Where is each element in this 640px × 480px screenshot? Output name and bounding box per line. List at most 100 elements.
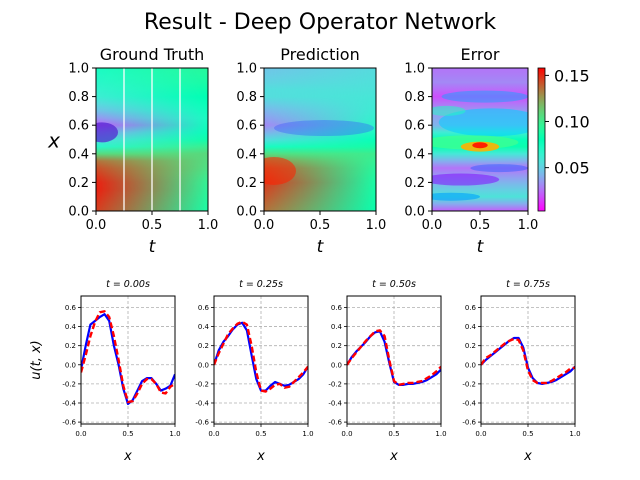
error-streak <box>438 108 528 137</box>
x-tick-label: 0.0 <box>86 218 107 233</box>
error-streak <box>432 173 500 186</box>
slice-title: t = 0.50s <box>372 279 416 290</box>
y-axis-label: x <box>47 129 60 153</box>
x-tick-label: 0.0 <box>75 430 86 438</box>
slice-x-label: x <box>256 449 265 464</box>
error-streak <box>441 90 528 103</box>
slice-title: t = 0.75s <box>506 279 550 290</box>
y-tick-label: 1.0 <box>404 62 425 77</box>
y-tick-label: -0.4 <box>462 399 476 407</box>
heatmap-title: Ground Truth <box>100 45 205 64</box>
heatmap-panel-1: Prediction 0.0 0.5 1.0 0.0 0.2 0.4 0.6 0.8 1.0 t <box>236 45 386 257</box>
slice-y-label: u(t, x) <box>29 340 44 379</box>
y-tick-label: 1.0 <box>68 62 89 77</box>
y-tick-label: -0.6 <box>462 419 476 427</box>
colorbar-bar <box>537 67 546 212</box>
y-tick-label: -0.2 <box>462 380 476 388</box>
slice-frame <box>480 295 576 425</box>
y-tick-label: -0.2 <box>328 380 342 388</box>
y-tick-label: 0.8 <box>404 90 425 105</box>
figure-title: Result - Deep Operator Network <box>144 10 496 35</box>
y-tick-label: 0.0 <box>465 361 476 369</box>
x-tick-label: 0.5 <box>142 218 163 233</box>
y-tick-label: 0.6 <box>198 304 210 312</box>
heatmap-title: Prediction <box>280 45 359 64</box>
x-tick-label: 0.0 <box>208 430 219 438</box>
y-tick-label: -0.2 <box>195 380 209 388</box>
y-tick-label: 0.4 <box>68 147 89 162</box>
x-tick-label: 0.5 <box>122 430 133 438</box>
heatmap-panel-0: Ground Truth 0.0 0.5 1.0 0.0 0.2 0.4 0.6 0.8 1.0 t… <box>47 45 218 257</box>
heatmap-left-overlay <box>264 68 376 211</box>
y-tick-label: 0.8 <box>236 90 257 105</box>
series-line-prediction <box>481 337 575 385</box>
y-tick-label: 0.6 <box>331 304 343 312</box>
y-tick-label: 0.4 <box>331 323 343 331</box>
error-streak <box>432 192 480 201</box>
series-line-prediction <box>347 329 441 387</box>
y-tick-label: 0.2 <box>331 342 342 350</box>
y-tick-label: 0.2 <box>236 176 257 191</box>
x-tick-label: 0.5 <box>470 218 491 233</box>
error-streak <box>470 164 528 173</box>
y-tick-label: -0.4 <box>195 399 209 407</box>
y-tick-label: 0.4 <box>236 147 257 162</box>
y-tick-label: 0.4 <box>404 147 425 162</box>
y-tick-label: -0.6 <box>62 419 76 427</box>
series-line-prediction <box>214 320 308 393</box>
series-line-prediction <box>81 310 175 404</box>
colorbar: 0.05 0.10 0.15 <box>537 66 590 212</box>
slice-title: t = 0.25s <box>239 279 283 290</box>
x-tick-label: 0.0 <box>475 430 486 438</box>
slice-frame <box>213 295 309 425</box>
y-tick-label: 0.8 <box>68 90 89 105</box>
heatmap-field <box>264 68 376 211</box>
slice-x-label: x <box>523 449 532 464</box>
x-axis-label: t <box>317 237 325 257</box>
y-tick-label: 0.6 <box>65 304 77 312</box>
heatmap-field <box>432 68 528 211</box>
y-tick-label: 0.0 <box>331 361 342 369</box>
y-tick-label: 0.0 <box>65 361 76 369</box>
y-tick-label: 0.2 <box>465 342 476 350</box>
slice-panel-2: 0.0 0.5 1.0 0.6 0.4 0.2 0.0 -0.2 -0.4 -0.6 t = 0.5… <box>328 279 446 464</box>
x-tick-label: 0.5 <box>388 430 399 438</box>
y-tick-label: 0.0 <box>68 205 89 220</box>
slice-x-label: x <box>389 449 398 464</box>
heatmap-title: Error <box>461 45 500 64</box>
colorbar-tick-label: 0.15 <box>554 66 590 85</box>
x-tick-label: 1.0 <box>569 430 580 438</box>
y-tick-label: 0.6 <box>68 119 89 134</box>
y-tick-label: 0.0 <box>236 205 257 220</box>
y-tick-label: -0.6 <box>195 419 209 427</box>
y-tick-label: 0.6 <box>465 304 477 312</box>
heatmap-panel-2: Error 0.0 0.5 1.0 0.0 0.2 0.4 0.6 0.8 1.0 t <box>404 45 539 257</box>
x-tick-label: 0.5 <box>310 218 331 233</box>
y-tick-label: 0.0 <box>404 205 425 220</box>
slice-x-label: x <box>123 449 132 464</box>
x-tick-label: 1.0 <box>169 430 180 438</box>
heatmap-panels: Ground Truth 0.0 0.5 1.0 0.0 0.2 0.4 0.6 0.8 1.0 t… <box>47 45 539 257</box>
y-tick-label: -0.4 <box>328 399 342 407</box>
y-tick-label: 0.4 <box>465 323 477 331</box>
x-tick-label: 0.0 <box>254 218 275 233</box>
y-tick-label: 0.0 <box>198 361 209 369</box>
x-tick-label: 1.0 <box>302 430 313 438</box>
x-tick-label: 0.0 <box>422 218 443 233</box>
x-axis-label: t <box>149 237 157 257</box>
x-tick-label: 0.5 <box>522 430 533 438</box>
error-streak <box>472 142 488 149</box>
x-tick-label: 1.0 <box>366 218 387 233</box>
x-tick-label: 0.0 <box>341 430 352 438</box>
x-tick-label: 1.0 <box>518 218 539 233</box>
y-tick-label: -0.2 <box>62 380 76 388</box>
y-tick-label: 0.4 <box>198 323 210 331</box>
heatmap-high-spot <box>264 156 296 185</box>
x-tick-label: 0.5 <box>255 430 266 438</box>
colorbar-tick-label: 0.05 <box>554 159 590 178</box>
slice-panel-3: 0.0 0.5 1.0 0.6 0.4 0.2 0.0 -0.2 -0.4 -0.6 t = 0.7… <box>462 279 580 464</box>
slice-frame <box>346 295 442 425</box>
y-tick-label: 0.2 <box>65 342 76 350</box>
y-tick-label: 0.6 <box>404 119 425 134</box>
